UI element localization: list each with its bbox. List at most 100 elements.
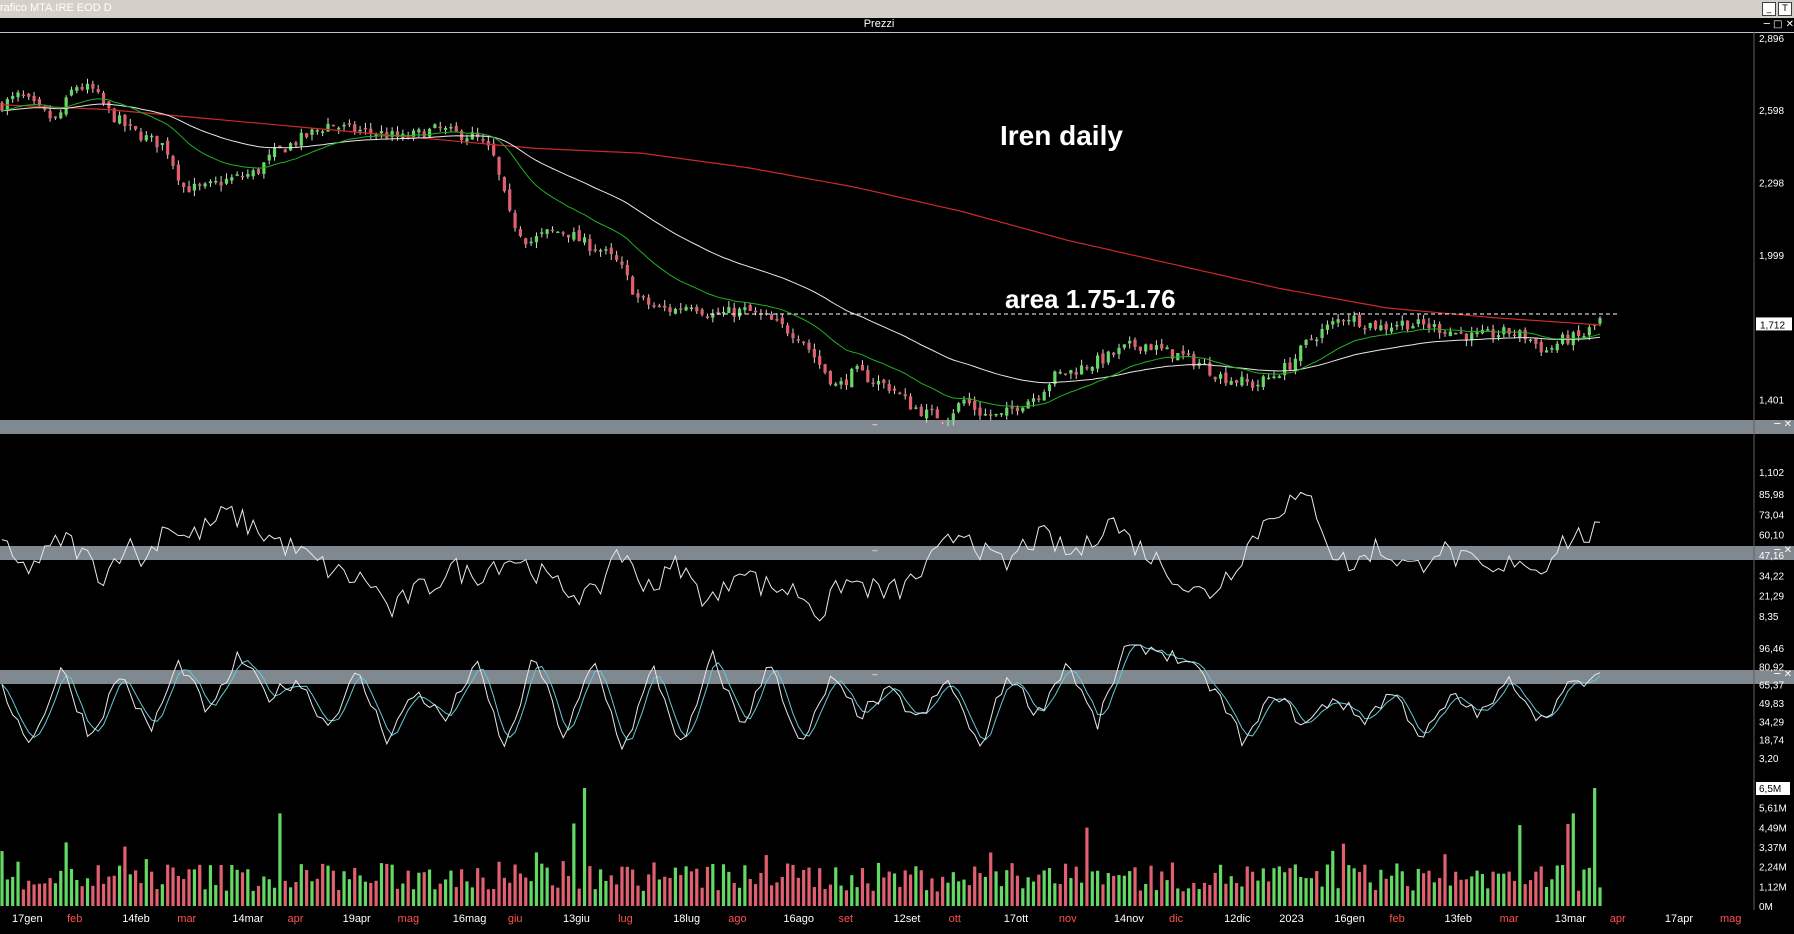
panel-separator-volume[interactable]: ‒ ─ ✕ xyxy=(0,669,1794,684)
candle xyxy=(518,229,523,237)
volume-bar xyxy=(1470,876,1474,906)
volume-bar xyxy=(310,881,314,906)
candle xyxy=(267,154,271,161)
volume-bar xyxy=(999,886,1004,906)
x-axis-label: 17gen xyxy=(12,913,43,925)
volume-bar xyxy=(1352,868,1356,906)
volume-bar xyxy=(561,861,565,906)
x-axis-label: 14feb xyxy=(122,913,150,925)
candle xyxy=(112,108,116,123)
volume-bar xyxy=(983,876,987,906)
volume-bar xyxy=(716,890,720,906)
volume-bar xyxy=(1422,873,1426,906)
volume-bar xyxy=(791,864,795,906)
volume-bar xyxy=(1577,890,1581,906)
volume-bar xyxy=(1379,869,1383,906)
x-axis-label: 14nov xyxy=(1114,913,1144,925)
stoch-axis-tick-label: 49,83 xyxy=(1759,699,1784,710)
volume-bar xyxy=(1079,882,1084,906)
candle xyxy=(566,234,571,238)
candle xyxy=(1288,362,1292,370)
x-axis-label: feb xyxy=(1389,913,1404,925)
volume-bar xyxy=(1176,888,1180,906)
candle xyxy=(871,382,875,385)
volume-bar xyxy=(427,869,432,906)
x-axis-label: dic xyxy=(1169,913,1184,925)
panel-controls[interactable]: ─ □ ✕ xyxy=(1763,19,1794,30)
candle xyxy=(844,379,849,386)
volume-bar xyxy=(871,890,875,906)
candle xyxy=(1096,355,1100,369)
candle xyxy=(903,394,907,397)
volume-bar xyxy=(53,883,58,906)
volume-axis-tick-label: 4,49M xyxy=(1759,823,1787,834)
volume-bar xyxy=(1112,875,1116,906)
candle xyxy=(935,409,939,419)
candle xyxy=(502,176,506,192)
volume-bar xyxy=(657,879,661,906)
window-title: rafico MTA.IRE EOD D xyxy=(0,2,112,14)
candle xyxy=(326,123,330,132)
candle xyxy=(166,140,170,155)
candle xyxy=(353,124,357,132)
volume-axis-tick-label: 0M xyxy=(1759,902,1773,913)
volume-bar xyxy=(743,865,747,906)
volume-bar xyxy=(550,885,555,906)
close-icon[interactable]: ─ ✕ xyxy=(1774,419,1792,430)
volume-bar xyxy=(96,865,100,906)
volume-bar xyxy=(1240,886,1244,906)
candle xyxy=(230,177,234,181)
candle xyxy=(657,305,661,308)
volume-bar xyxy=(876,862,881,906)
volume-bar xyxy=(1336,888,1340,906)
volume-bar xyxy=(1197,889,1201,906)
volume-axis-tick-label: 3,37M xyxy=(1759,843,1787,854)
price-axis-tick-label: 2,298 xyxy=(1759,179,1784,190)
volume-bar xyxy=(117,865,122,906)
volume-bar xyxy=(289,887,293,906)
candle xyxy=(1438,323,1442,334)
candle xyxy=(1320,329,1324,339)
volume-bar xyxy=(962,879,966,906)
panel-separator-stoch[interactable]: ‒ ─ ✕ xyxy=(0,545,1794,560)
volume-bar xyxy=(1267,881,1271,906)
close-icon[interactable]: ─ ✕ xyxy=(1774,545,1792,556)
candle xyxy=(107,101,111,109)
close-icon[interactable]: ─ ✕ xyxy=(1774,669,1792,680)
candle xyxy=(957,403,961,412)
candle xyxy=(1058,371,1062,374)
candle xyxy=(609,247,613,255)
candle xyxy=(1272,376,1276,378)
volume-bar xyxy=(1539,866,1543,906)
volume-bar xyxy=(1507,871,1511,906)
volume-bar xyxy=(908,874,913,906)
x-axis-label: 19apr xyxy=(343,913,371,925)
price-panel-title: Prezzi xyxy=(863,18,895,30)
volume-bar xyxy=(1582,869,1586,906)
volume-bar xyxy=(1411,890,1415,906)
volume-bar xyxy=(363,881,368,906)
candle xyxy=(395,131,400,138)
candle xyxy=(1357,314,1362,327)
volume-bar xyxy=(5,879,9,906)
volume-bar xyxy=(577,888,581,906)
moving-average-mid xyxy=(1,103,1601,384)
stoch-axis-tick-label: 34,29 xyxy=(1759,717,1784,728)
candle xyxy=(775,319,779,321)
candle xyxy=(860,364,865,371)
candle xyxy=(1042,391,1046,401)
volume-bar xyxy=(1555,865,1559,906)
candle xyxy=(1112,352,1116,355)
candle xyxy=(1090,366,1094,371)
minimize-button[interactable]: _ xyxy=(1762,2,1776,16)
volume-bar xyxy=(326,865,330,906)
volume-bar xyxy=(978,873,982,906)
volume-bar xyxy=(593,889,597,906)
close-button[interactable]: T xyxy=(1778,2,1792,16)
panel-separator-rsi[interactable]: ‒ ─ ✕ xyxy=(0,419,1794,434)
candle xyxy=(427,128,432,137)
candle xyxy=(1160,343,1164,349)
candle xyxy=(374,134,378,137)
price-axis-tick-label: 1,401 xyxy=(1759,396,1784,407)
